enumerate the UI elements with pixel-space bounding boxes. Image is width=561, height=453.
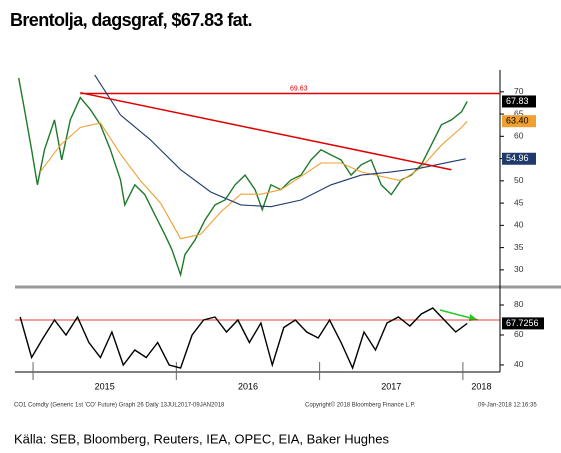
- reference-label: 69.63: [290, 85, 308, 92]
- x-tick-label: 2015: [95, 381, 115, 391]
- y-tick-label: 30: [514, 264, 524, 274]
- x-tick-label: 2017: [381, 381, 401, 391]
- y-tick-label: 40: [514, 220, 524, 230]
- price-tag-label: 54.96: [506, 153, 529, 163]
- title: Brentolja, dagsgraf, $67.83 fat.: [10, 10, 252, 30]
- x-tick-label: 2016: [238, 381, 258, 391]
- price-tag: [502, 95, 536, 108]
- arrow-head: [469, 314, 478, 321]
- series-line: [94, 74, 466, 208]
- price-tag-label: 63.40: [506, 116, 529, 126]
- y-tick-label: 80: [514, 299, 524, 309]
- series-line: [39, 120, 468, 240]
- trend-line: [80, 91, 452, 171]
- y-tick-label: 70: [514, 86, 524, 96]
- footer-center: Copyright© 2018 Bloomberg Finance L.P.: [305, 402, 416, 409]
- y-tick-label: 45: [514, 197, 524, 207]
- y-tick-label: 40: [514, 359, 524, 369]
- price-tag: [502, 115, 536, 128]
- price-tag: [502, 317, 544, 330]
- price-tag-label: 67.83: [506, 96, 529, 106]
- y-tick-label: 50: [514, 175, 524, 185]
- footer-right: 09-Jan-2018 12:16:35: [478, 403, 537, 409]
- price-tag: [502, 152, 536, 165]
- y-tick-label: 35: [514, 242, 524, 252]
- footer-left: CO1 Comdty (Generic 1st 'CO' Future) Gra…: [14, 403, 225, 409]
- series-line: [18, 77, 468, 278]
- source: Källa: SEB, Bloomberg, Reuters, IEA, OPE…: [14, 431, 390, 446]
- price-tag-label: 67.7256: [506, 318, 539, 328]
- y-tick-label: 65: [514, 108, 524, 118]
- y-tick-label: 60: [514, 131, 524, 141]
- y-tick-label: 60: [514, 329, 524, 339]
- x-tick-label: 2018: [471, 381, 491, 391]
- series-line: [19, 307, 468, 370]
